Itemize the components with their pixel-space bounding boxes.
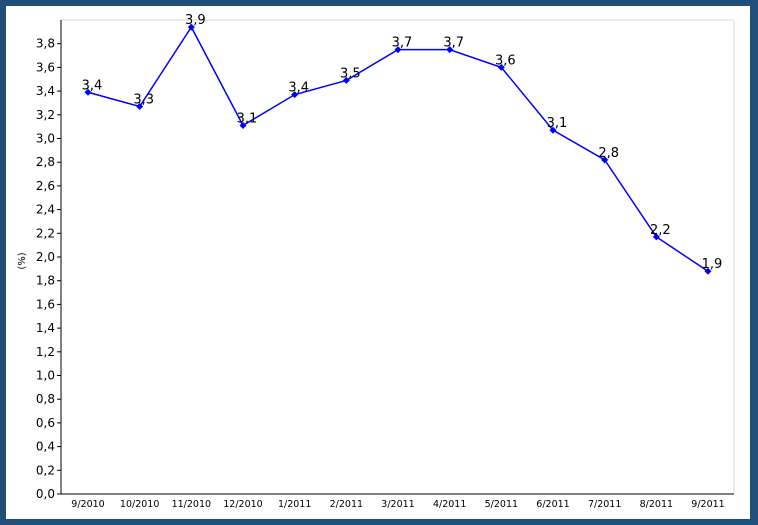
data-point: [394, 46, 402, 54]
data-point: [446, 46, 454, 54]
data-point: [497, 63, 505, 71]
y-tick-label: 1,0: [36, 369, 55, 383]
x-tick-label: 8/2011: [640, 499, 673, 510]
data-point: [652, 233, 660, 241]
y-tick-label: 0,2: [36, 463, 55, 477]
y-tick-label: 2,6: [36, 179, 55, 193]
y-tick-label: 0,6: [36, 416, 55, 430]
data-point: [601, 156, 609, 164]
x-tick-label: 6/2011: [536, 499, 569, 510]
y-tick-label: 3,0: [36, 132, 55, 146]
plot-border: [61, 19, 735, 494]
data-label: 3,1: [547, 116, 568, 131]
data-point: [342, 76, 350, 84]
data-label: 2,2: [650, 223, 671, 238]
data-label: 3,5: [340, 66, 361, 81]
y-tick-label: 3,8: [36, 37, 55, 51]
x-axis: 9/2010 10/2010 11/2010 12/2010 1/2011 2/2011 3…: [61, 493, 734, 510]
data-point: [239, 121, 247, 129]
data-point: [84, 88, 92, 96]
x-tick-label: 2/2011: [330, 499, 363, 510]
y-tick-label: 0,4: [36, 440, 55, 454]
data-label: 3,3: [133, 93, 154, 108]
chart-frame: 0,0 0,2 0,4 0,6 0,8 1,0 1,2 1,4 1,6 1,8 2,0 2,2 2,4 2…: [6, 6, 750, 519]
y-tick-label: 1,2: [36, 345, 55, 359]
x-tick-label: 12/2010: [223, 499, 262, 510]
x-tick-label: 7/2011: [588, 499, 621, 510]
y-axis: 0,0 0,2 0,4 0,6 0,8 1,0 1,2 1,4 1,6 1,8 2,0 2,2 2,4 2…: [36, 20, 62, 501]
data-label: 1,9: [702, 257, 723, 272]
data-label: 3,7: [443, 36, 464, 51]
x-tick-label: 9/2011: [691, 499, 724, 510]
data-label: 3,6: [495, 53, 516, 68]
x-tick-label: 9/2010: [71, 499, 104, 510]
y-tick-label: 2,8: [36, 155, 55, 169]
x-tick-label: 1/2011: [278, 499, 311, 510]
y-tick-label: 2,4: [36, 203, 55, 217]
data-label: 3,4: [82, 78, 103, 93]
x-tick-label: 10/2010: [120, 499, 159, 510]
x-tick-label: 11/2010: [172, 499, 211, 510]
data-point: [549, 126, 557, 134]
y-tick-label: 0,8: [36, 392, 55, 406]
y-tick-label: 1,4: [36, 321, 55, 335]
x-tick-label: 5/2011: [485, 499, 518, 510]
data-label: 3,1: [237, 111, 258, 126]
y-tick-label: 2,0: [36, 250, 55, 264]
data-point: [291, 91, 299, 99]
data-label: 3,4: [288, 81, 309, 96]
y-axis-label: (%): [17, 252, 28, 269]
y-tick-label: 1,8: [36, 274, 55, 288]
line-chart: 0,0 0,2 0,4 0,6 0,8 1,0 1,2 1,4 1,6 1,8 2,0 2,2 2,4 2…: [17, 13, 735, 510]
y-tick-label: 1,6: [36, 297, 55, 311]
y-tick-label: 3,6: [36, 60, 55, 74]
data-point: [187, 23, 195, 31]
data-point: [136, 103, 144, 111]
y-tick-label: 0,0: [36, 487, 55, 501]
data-point: [704, 267, 712, 275]
data-label: 3,7: [392, 36, 413, 51]
y-tick-label: 3,2: [36, 108, 55, 122]
x-tick-label: 3/2011: [381, 499, 414, 510]
data-label: 3,9: [185, 13, 206, 28]
y-tick-label: 3,4: [36, 84, 55, 98]
y-tick-label: 2,2: [36, 226, 55, 240]
data-label: 2,8: [598, 146, 619, 161]
series-group: 3,4 3,3 3,9 3,1 3,4 3,5 3,7 3,7 3,6 3,1 2,8 2,2 1,9: [82, 13, 723, 275]
x-tick-label: 4/2011: [433, 499, 466, 510]
